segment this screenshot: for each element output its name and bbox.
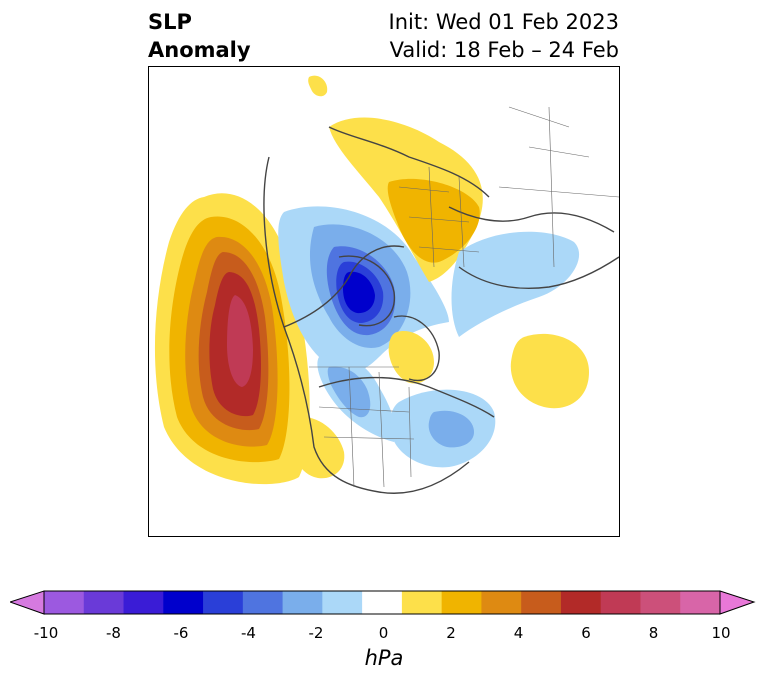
colorbar-tick-label: 2 [446,624,456,642]
map-title-line1: SLP [148,10,192,34]
colorbar-tick-label: -4 [241,624,256,642]
colorbar-segment [441,591,482,614]
colorbar-tick-label: 0 [378,624,389,642]
colorbar-right-extension [719,590,756,615]
colorbar-tick-label: -6 [173,624,189,642]
colorbar-tick-label: 10 [711,624,731,642]
map-title-line2: Anomaly [148,38,251,62]
colorbar-segment [322,591,363,614]
colorbar-segments [44,591,721,614]
eurasia-positive-anomaly [308,75,483,282]
colorbar-segment [481,591,522,614]
east-us-negative-anomaly [289,389,496,479]
colorbar-tick-label: 4 [513,624,524,642]
colorbar-segment [163,591,204,614]
colorbar-segment [362,591,403,614]
colorbar-segment [521,591,562,614]
siberia-negative-anomaly [451,231,580,337]
colorbar-tick-label: 8 [648,624,659,642]
coastlines [263,126,619,494]
colorbar-tick-label: -8 [106,624,121,642]
colorbar [10,590,756,615]
colorbar-tick-label: -2 [308,624,324,642]
colorbar-left-extension [10,590,45,615]
map-title: SLP Anomaly [148,8,251,64]
valid-range: Valid: 18 Feb – 24 Feb [389,38,619,62]
colorbar-segment [401,591,443,614]
colorbar-segment [640,591,681,614]
colorbar-segment [44,591,85,614]
colorbar-segment [203,591,244,614]
borders [309,106,619,488]
date-info: Init: Wed 01 Feb 2023 Valid: 18 Feb – 24… [389,8,619,64]
colorbar-segment [680,591,721,614]
colorbar-segment [600,591,641,614]
colorbar-tick-label: 6 [581,624,591,642]
atlantic-positive-anomaly [510,333,589,409]
init-date: Init: Wed 01 Feb 2023 [388,10,619,34]
colorbar-tick-label: -10 [33,624,59,642]
colorbar-segment [560,591,602,614]
colorbar-segment [282,591,323,614]
colorbar-segment [123,591,164,614]
colorbar-segment [242,591,284,614]
map-panel [148,66,620,537]
colorbar-segment [83,591,125,614]
colorbar-outline [43,590,721,615]
pacific-positive-anomaly [154,193,310,485]
anomaly-map [154,75,619,494]
greenland-positive-anomaly [388,331,434,384]
colorbar-units: hPa [364,646,404,670]
